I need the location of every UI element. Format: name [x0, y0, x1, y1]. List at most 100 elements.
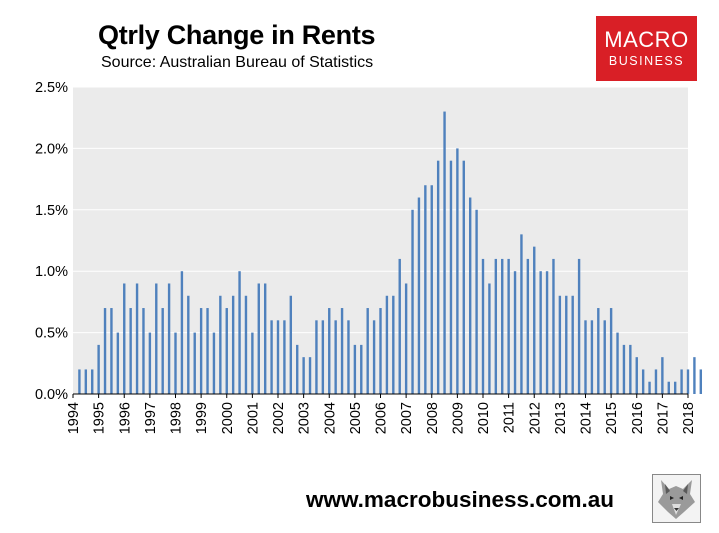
bar — [680, 369, 683, 394]
wolf-head-icon — [652, 474, 701, 523]
x-tick-label: 1996 — [117, 402, 133, 434]
bar — [129, 308, 132, 394]
y-tick-label: 2.5% — [35, 80, 68, 96]
bar — [693, 357, 696, 394]
x-tick-label: 2003 — [297, 402, 313, 434]
x-tick-label: 2007 — [399, 402, 415, 434]
bar — [231, 295, 235, 394]
bar — [78, 369, 81, 394]
bar — [462, 160, 465, 394]
x-tick-label: 2001 — [245, 402, 261, 434]
bar — [654, 369, 658, 394]
bar — [270, 320, 273, 394]
bar — [507, 258, 510, 394]
bar — [533, 246, 536, 394]
bar — [539, 271, 542, 394]
bar — [142, 308, 145, 394]
bar — [468, 197, 472, 394]
bar — [641, 369, 645, 394]
bar — [552, 258, 555, 394]
bar — [84, 369, 88, 394]
bar — [673, 381, 677, 394]
bar — [590, 320, 594, 394]
bar — [635, 357, 638, 394]
bar — [167, 283, 171, 394]
bar — [174, 332, 177, 394]
bar — [334, 320, 337, 394]
bar — [411, 209, 414, 394]
x-tick-label: 2004 — [322, 402, 338, 434]
x-tick-label: 1994 — [66, 402, 82, 434]
x-tick-label: 2000 — [220, 402, 236, 434]
bar — [340, 308, 344, 394]
bar — [417, 197, 421, 394]
bar — [699, 369, 703, 394]
bar — [251, 332, 254, 394]
bar — [225, 308, 228, 394]
bar — [449, 160, 453, 394]
bar — [135, 283, 139, 394]
bar — [103, 308, 107, 394]
bar — [488, 283, 491, 394]
bar — [180, 271, 184, 394]
bar — [520, 234, 523, 394]
x-tick-label: 2013 — [553, 402, 569, 434]
bar — [622, 344, 626, 394]
x-tick-label: 2011 — [502, 402, 518, 433]
bar — [385, 295, 389, 394]
x-tick-label: 1997 — [143, 402, 159, 434]
bar — [123, 283, 126, 394]
bar — [398, 258, 401, 394]
logo-line-macro: MACRO — [604, 27, 689, 52]
x-tick-label: 2006 — [374, 402, 390, 434]
bar — [404, 283, 408, 394]
bar — [193, 332, 196, 394]
y-tick-label: 1.0% — [35, 264, 68, 280]
bar — [571, 295, 574, 394]
y-tick-label: 1.5% — [35, 203, 68, 219]
bar — [584, 320, 587, 394]
bar — [501, 258, 504, 394]
footer-website-url[interactable]: www.macrobusiness.com.au — [306, 487, 615, 512]
bar — [667, 381, 670, 394]
bar — [212, 332, 216, 394]
x-tick-label: 2002 — [271, 402, 287, 434]
bar — [97, 344, 100, 394]
macrobusiness-logo[interactable]: MACRO BUSINESS — [596, 16, 697, 81]
y-tick-label: 0.0% — [35, 387, 68, 403]
x-tick-label: 2014 — [579, 402, 595, 434]
bar — [481, 258, 485, 394]
bar — [686, 369, 690, 394]
bar — [148, 332, 152, 394]
bar — [661, 357, 664, 394]
x-tick-label: 1995 — [92, 402, 108, 434]
bar — [308, 357, 312, 394]
bar — [328, 308, 331, 394]
bar — [494, 258, 498, 394]
x-tick-label: 2018 — [681, 402, 697, 434]
bar — [155, 283, 158, 394]
bar — [263, 283, 267, 394]
bar — [289, 295, 293, 394]
bar — [475, 209, 478, 394]
bar — [603, 320, 606, 394]
rent-change-chart: 0.0% 0.5% 1.0% 1.5% 2.0% 2.5% 1994 1995 1996 1997… — [35, 80, 703, 434]
bar — [545, 271, 549, 394]
bar — [366, 308, 369, 394]
bar — [321, 320, 325, 394]
x-tick-label: 2016 — [630, 402, 646, 434]
bar — [443, 111, 446, 394]
bar — [392, 295, 395, 394]
x-tick-label: 2015 — [604, 402, 620, 434]
bar — [257, 283, 260, 394]
bar — [353, 344, 357, 394]
y-tick-label: 0.5% — [35, 326, 68, 342]
bar — [219, 295, 222, 394]
logo-line-business: BUSINESS — [608, 54, 685, 68]
bar — [110, 308, 113, 394]
bar — [206, 308, 209, 394]
x-tick-label: 2010 — [476, 402, 492, 434]
x-tick-label: 2017 — [655, 402, 671, 434]
bar — [360, 344, 363, 394]
bar — [648, 381, 651, 394]
